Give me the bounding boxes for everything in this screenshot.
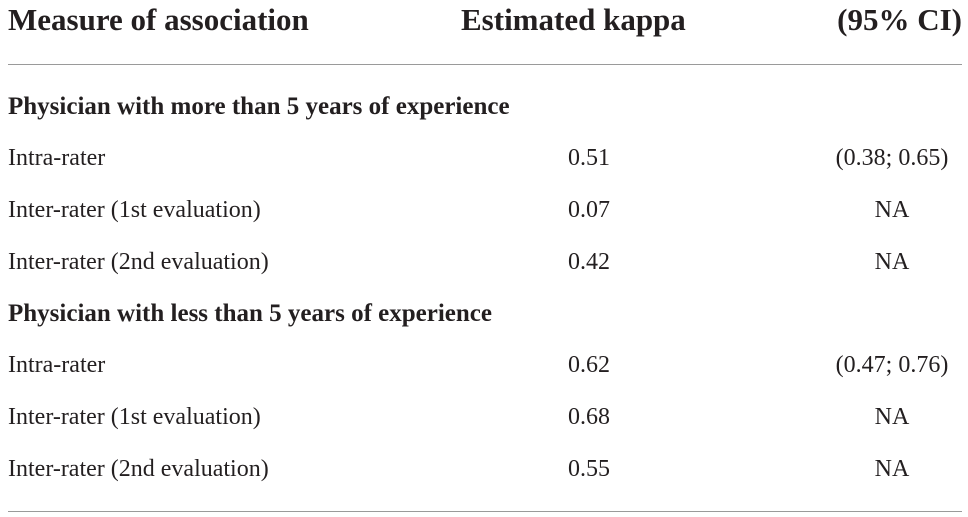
row-kappa: 0.55 [568,456,610,482]
row-ci: NA [874,404,910,430]
row-kappa: 0.68 [568,404,610,430]
row-label: Inter-rater (1st evaluation) [8,404,261,430]
row-ci: (0.47; 0.76) [835,352,949,378]
row-label: Inter-rater (1st evaluation) [8,197,261,223]
table-row: Inter-rater (1st evaluation) 0.07 NA [8,197,962,227]
table-row: Intra-rater 0.62 (0.47; 0.76) [8,352,962,382]
row-ci: NA [874,456,910,482]
row-ci: (0.38; 0.65) [835,145,949,171]
row-kappa: 0.51 [568,145,610,171]
row-label: Intra-rater [8,145,106,171]
row-ci: NA [874,197,910,223]
row-kappa: 0.42 [568,249,610,275]
row-kappa: 0.07 [568,197,610,223]
section-title-less-experience: Physician with less than 5 years of expe… [8,300,492,327]
table-bottom-rule [8,511,962,512]
table-row: Inter-rater (2nd evaluation) 0.42 NA [8,249,962,279]
table-row: Inter-rater (1st evaluation) 0.68 NA [8,404,962,434]
column-header-kappa: Estimated kappa [461,2,686,37]
header-divider [8,64,962,65]
row-label: Intra-rater [8,352,106,378]
column-header-measure: Measure of association [8,2,309,37]
column-header-ci: (95% CI) [837,2,962,37]
table-row: Intra-rater 0.51 (0.38; 0.65) [8,145,962,175]
kappa-table: Measure of association Estimated kappa (… [8,0,962,512]
section-title-more-experience: Physician with more than 5 years of expe… [8,93,510,120]
row-ci: NA [874,249,910,275]
table-row: Inter-rater (2nd evaluation) 0.55 NA [8,456,962,486]
row-kappa: 0.62 [568,352,610,378]
row-label: Inter-rater (2nd evaluation) [8,249,269,275]
table-header: Measure of association Estimated kappa (… [8,0,962,44]
row-label: Inter-rater (2nd evaluation) [8,456,269,482]
